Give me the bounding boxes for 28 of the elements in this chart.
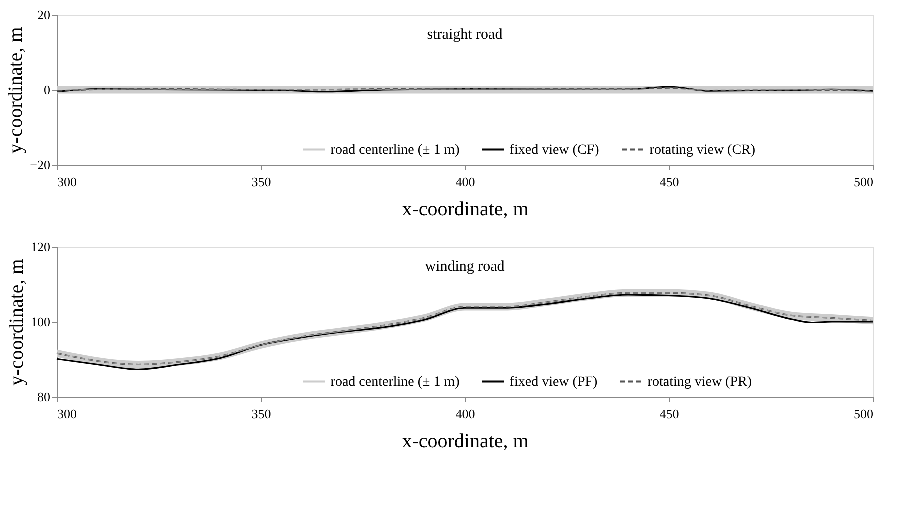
x-tick-label: 450: [660, 174, 680, 190]
annotation: straight road: [427, 27, 504, 43]
x-tick-label: 400: [456, 174, 476, 190]
legend-label: rotating view (CR): [650, 142, 756, 158]
x-tick-label: 350: [252, 174, 272, 190]
y-axis-title: y-coordinate, m: [6, 258, 28, 386]
x-tick-label: 450: [660, 406, 680, 422]
y-tick-label: 20: [38, 8, 50, 22]
legend-label: road centerline (± 1 m): [330, 142, 460, 158]
x-tick-label: 500: [854, 406, 874, 422]
y-tick-label: 0: [44, 82, 50, 98]
x-axis-title: x-coordinate, m: [402, 198, 530, 220]
x-tick-label: 350: [252, 406, 272, 422]
legend-label: fixed view (CF): [510, 142, 600, 158]
legend-label: road centerline (± 1 m): [330, 374, 460, 390]
y-tick-label: −20: [30, 158, 50, 172]
legend-label: fixed view (PF): [510, 374, 598, 390]
y-tick-label: 120: [31, 240, 50, 254]
x-axis-title: x-coordinate, m: [402, 430, 530, 452]
annotation: winding road: [425, 259, 506, 275]
x-tick-label: 300: [58, 174, 77, 190]
x-tick-label: 500: [854, 174, 874, 190]
y-tick-label: 80: [38, 390, 50, 404]
x-tick-label: 300: [58, 406, 77, 422]
y-tick-label: 100: [31, 314, 50, 330]
x-tick-label: 400: [456, 406, 476, 422]
y-axis-title: y-coordinate, m: [5, 26, 28, 154]
legend-label: rotating view (PR): [648, 374, 752, 390]
